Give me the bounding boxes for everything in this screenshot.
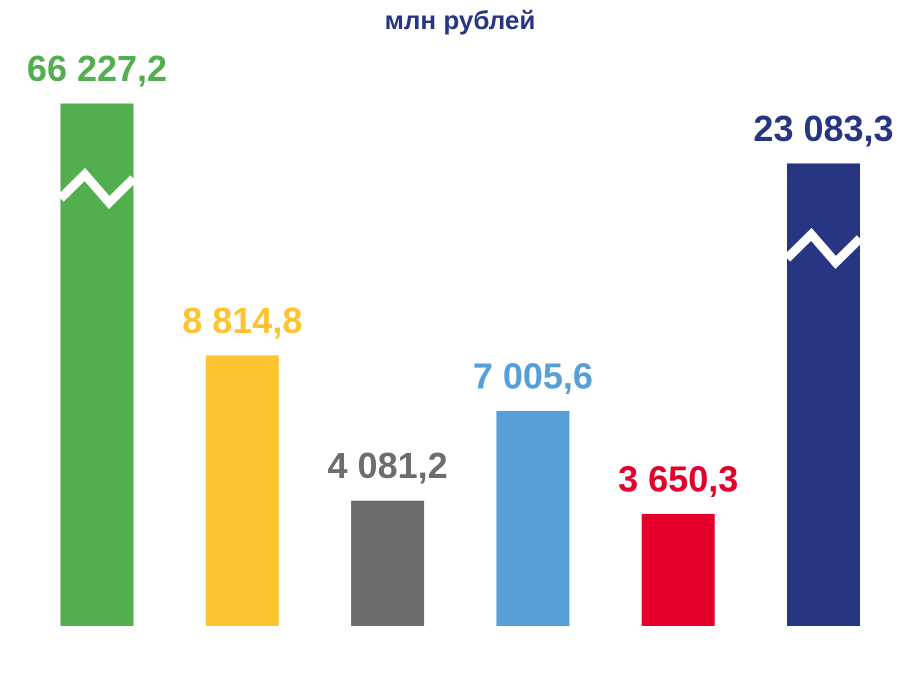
bar	[641, 513, 715, 626]
value-label: 66 227,2	[27, 48, 167, 89]
bar	[351, 500, 425, 626]
value-label: 8 814,8	[182, 300, 302, 341]
value-label: 3 650,3	[618, 458, 738, 499]
value-label: 23 083,3	[753, 108, 893, 149]
value-label: 7 005,6	[473, 355, 593, 396]
bar-break	[783, 227, 864, 269]
bar	[205, 355, 279, 626]
bar-break	[57, 167, 137, 210]
chart-title: млн рублей	[385, 5, 536, 35]
bar	[787, 163, 860, 626]
value-label: 4 081,2	[328, 445, 448, 486]
bar	[496, 410, 570, 626]
